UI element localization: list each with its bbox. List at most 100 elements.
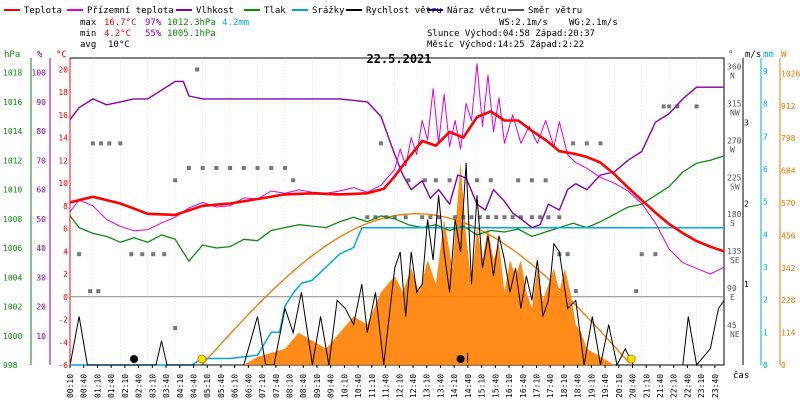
info-block: WS:2.1m/s WG:2.1m/s Slunce Východ:04:58 … — [427, 18, 618, 50]
wind-dir-point — [653, 252, 658, 257]
wind-dir-point — [477, 215, 482, 220]
legend-item-naraz-vetru: Náraz větru — [427, 6, 507, 16]
wind-dir-point — [173, 326, 178, 331]
wind-dir-point — [598, 141, 603, 146]
tick-x: 17:10 — [532, 374, 541, 398]
wind-dir-point — [516, 178, 521, 183]
tick-x: 08:40 — [299, 374, 308, 398]
tick-x: 23:40 — [711, 374, 720, 398]
wind-dir-point — [90, 141, 95, 146]
wind-dir-point — [228, 165, 233, 170]
tick-hpa: 1010 — [3, 186, 22, 195]
tick-x: 10:10 — [340, 374, 349, 398]
tick-w: 114 — [781, 329, 796, 338]
wind-dir-point — [488, 178, 493, 183]
tick-x: 01:40 — [107, 374, 116, 398]
stat-max-hum: 97% — [145, 18, 162, 28]
tick-mm: 6 — [763, 165, 768, 174]
tick-x: 07:10 — [258, 374, 267, 398]
legend-label: Vlhkost — [196, 6, 234, 16]
wind-dir-point — [634, 289, 639, 294]
tick-ms: 3 — [744, 119, 749, 128]
tick-mm: 7 — [763, 132, 768, 141]
tick-mm: 0 — [763, 361, 768, 370]
tick-x: 06:40 — [244, 374, 253, 398]
moon-icon — [130, 355, 139, 363]
wind-dir-point — [573, 289, 578, 294]
axis-degc-unit: °C — [56, 50, 67, 60]
tick-dir-name: SE — [730, 256, 740, 265]
tick-pct: 10 — [36, 332, 46, 341]
wind-dir-point — [392, 215, 397, 220]
wind-dir-point — [200, 165, 205, 170]
wind-dir-point — [694, 104, 699, 109]
stat-max-label: max — [80, 18, 97, 28]
tick-x: 10:40 — [354, 374, 363, 398]
tick-x: 00:40 — [80, 374, 89, 398]
tick-degc: -2 — [58, 316, 68, 325]
tick-degc: 8 — [63, 202, 68, 211]
tick-dir-value: 225 — [727, 173, 742, 182]
tick-x: 03:10 — [148, 374, 157, 398]
wind-dir-point — [162, 252, 167, 257]
solar-line — [201, 213, 631, 366]
tick-x: 20:10 — [615, 374, 624, 398]
tick-dir-value: 180 — [727, 210, 742, 219]
tick-degc: 10 — [58, 179, 68, 188]
legend: Teplota Přízemní teplota Vlhkost Tlak Sr… — [4, 6, 582, 16]
tick-degc: -4 — [58, 338, 68, 347]
wind-dir-point — [214, 165, 219, 170]
axis-x-unit: čas — [733, 370, 749, 381]
wind-dir-point — [661, 104, 666, 109]
tick-x: 20:40 — [629, 374, 638, 398]
legend-item-rychlost-vetru: Rychlost větru — [346, 6, 442, 16]
wind-dir-point — [510, 215, 515, 220]
tick-dir-name: W — [730, 145, 735, 154]
legend-item-vlhkost: Vlhkost — [176, 6, 234, 16]
wind-dir-point — [173, 178, 178, 183]
tick-x: 05:40 — [217, 374, 226, 398]
tick-w: 570 — [781, 199, 796, 208]
tick-dir-name: E — [730, 293, 735, 302]
tick-w: 1026 — [781, 69, 800, 78]
axes: 9981000100210041006100810101012101410161… — [3, 58, 800, 398]
wind-dir-point — [475, 178, 480, 183]
tick-degc: -6 — [58, 361, 68, 370]
tick-pct: 40 — [36, 244, 46, 253]
tick-x: 01:10 — [93, 374, 102, 398]
tick-pct: 90 — [36, 98, 46, 107]
tick-degc: 12 — [58, 156, 68, 165]
wind-dir-point — [667, 104, 672, 109]
tick-x: 09:10 — [313, 374, 322, 398]
tick-dir-value: 315 — [727, 99, 742, 108]
wind-dir-point — [571, 141, 576, 146]
tick-x: 06:10 — [231, 374, 240, 398]
wind-dir-point — [565, 252, 570, 257]
wind-dir-point — [436, 215, 441, 220]
tick-x: 11:10 — [368, 374, 377, 398]
tick-degc: 16 — [58, 111, 68, 120]
legend-label: Tlak — [264, 6, 286, 16]
info-wind-gust: WG:2.1m/s — [569, 18, 618, 28]
wind-dir-point — [529, 215, 534, 220]
tick-dir-value: 90 — [727, 284, 737, 293]
legend-item-teplota: Teplota — [4, 6, 62, 16]
tick-hpa: 998 — [3, 361, 18, 370]
solar-curve — [201, 213, 631, 366]
wind-dir-point — [420, 215, 425, 220]
tick-x: 21:40 — [656, 374, 665, 398]
tick-x: 04:10 — [176, 374, 185, 398]
tick-x: 07:40 — [272, 374, 281, 398]
series-line-teplota — [69, 110, 725, 253]
tick-hpa: 1006 — [3, 244, 22, 253]
tick-x: 16:40 — [519, 374, 528, 398]
legend-item-tlak: Tlak — [244, 6, 286, 16]
stat-min-label: min — [80, 29, 96, 39]
legend-label: Teplota — [24, 6, 62, 16]
tick-degc: 14 — [58, 134, 68, 143]
tick-x: 21:10 — [642, 374, 651, 398]
tick-dir-name: NE — [730, 330, 740, 339]
tick-mm: 5 — [763, 198, 768, 207]
tick-mm: 9 — [763, 67, 768, 76]
